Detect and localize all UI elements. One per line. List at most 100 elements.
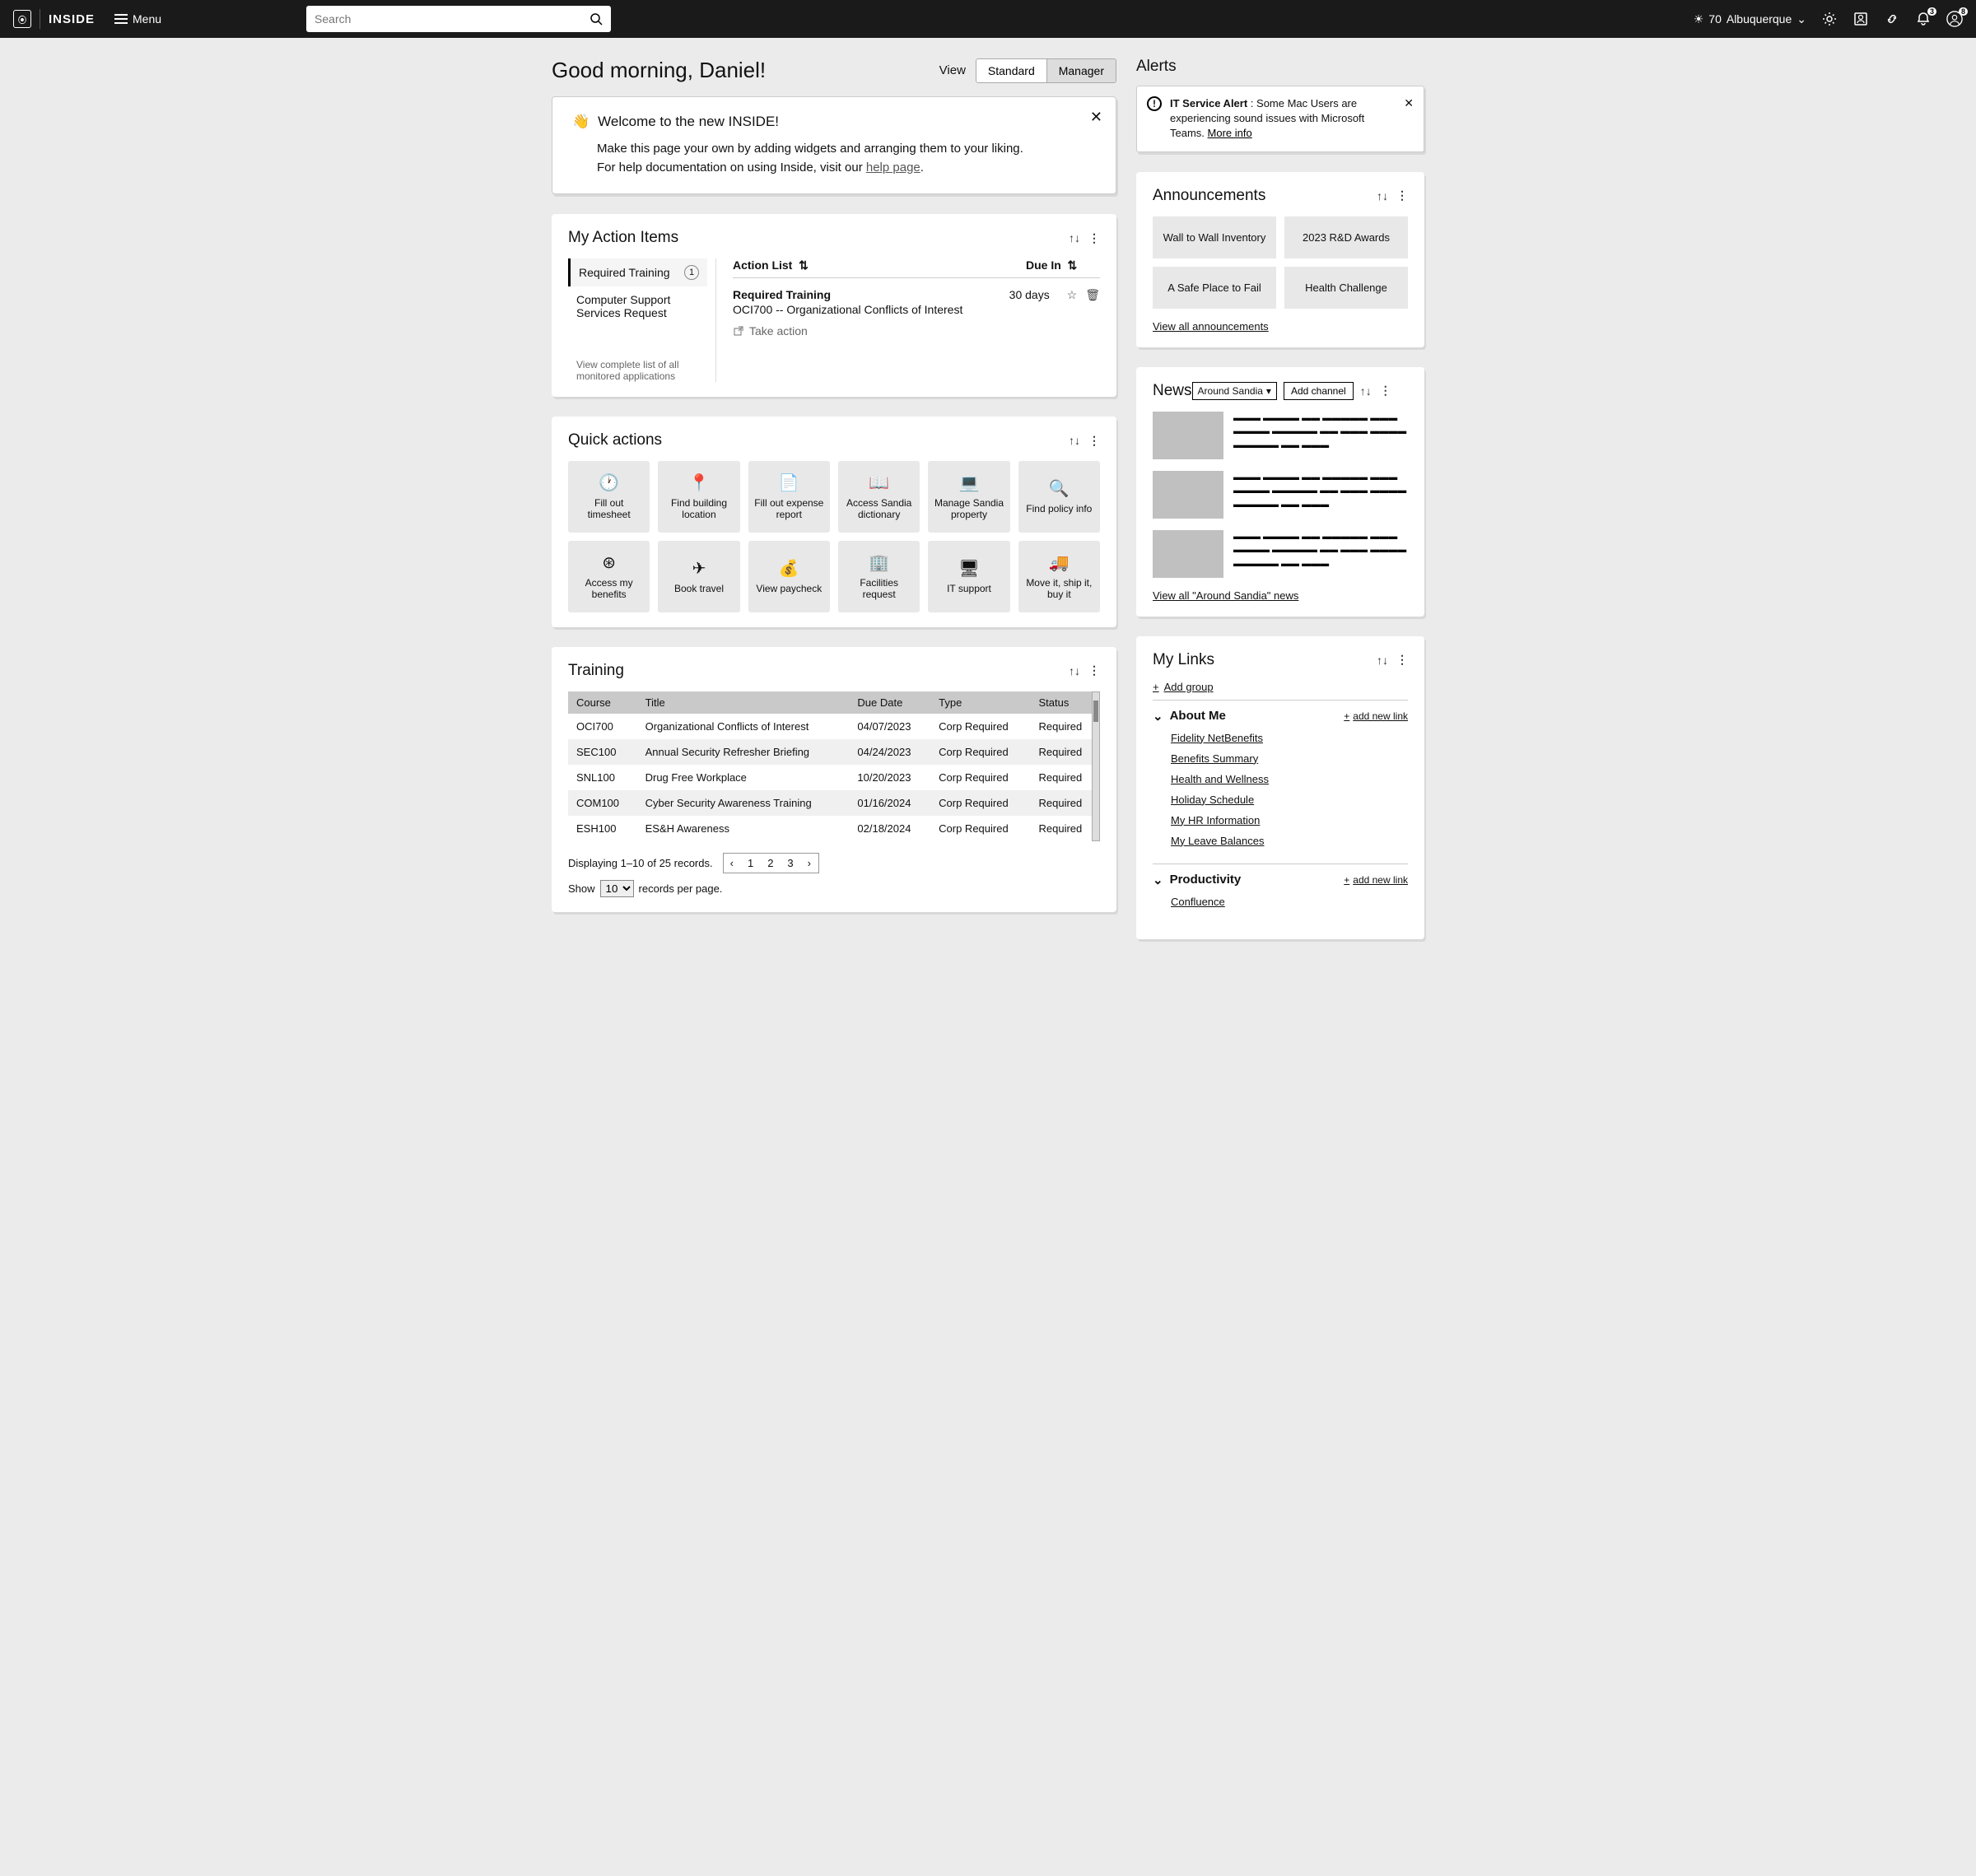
- link-item[interactable]: Holiday Schedule: [1171, 794, 1408, 806]
- view-all-news[interactable]: View all "Around Sandia" news: [1153, 589, 1408, 602]
- announcement-tile[interactable]: A Safe Place to Fail: [1153, 267, 1276, 309]
- link-item[interactable]: My HR Information: [1171, 814, 1408, 826]
- menu-button[interactable]: Menu: [114, 12, 161, 26]
- table-row[interactable]: SNL100Drug Free Workplace10/20/2023Corp …: [568, 765, 1100, 790]
- table-header[interactable]: Type: [930, 691, 1030, 714]
- star-icon[interactable]: ☆: [1067, 288, 1078, 302]
- search-input[interactable]: [315, 12, 590, 26]
- table-row[interactable]: COM100Cyber Security Awareness Training0…: [568, 790, 1100, 816]
- paging-text: Displaying 1–10 of 25 records.: [568, 857, 713, 869]
- sort-icon[interactable]: ↑↓: [1069, 231, 1080, 244]
- link-item[interactable]: Health and Wellness: [1171, 773, 1408, 785]
- table-row[interactable]: OCI700Organizational Conflicts of Intere…: [568, 714, 1100, 739]
- qa-icon: 📄: [779, 472, 799, 492]
- news-item[interactable]: ▬▬▬ ▬▬▬▬ ▬▬ ▬▬▬▬▬ ▬▬▬ ▬▬▬▬ ▬▬▬▬▬ ▬▬ ▬▬▬ …: [1153, 412, 1408, 459]
- link-item[interactable]: Fidelity NetBenefits: [1171, 732, 1408, 744]
- link-item[interactable]: Benefits Summary: [1171, 752, 1408, 765]
- news-item[interactable]: ▬▬▬ ▬▬▬▬ ▬▬ ▬▬▬▬▬ ▬▬▬ ▬▬▬▬ ▬▬▬▬▬ ▬▬ ▬▬▬ …: [1153, 530, 1408, 578]
- quick-action-tile[interactable]: ⊛Access my benefits: [568, 541, 650, 612]
- link-icon[interactable]: [1884, 11, 1900, 27]
- gear-icon[interactable]: [1821, 11, 1838, 27]
- link-item[interactable]: My Leave Balances: [1171, 835, 1408, 847]
- quick-action-tile[interactable]: 🏢Facilities request: [838, 541, 920, 612]
- qa-icon: 📍: [689, 472, 710, 492]
- qa-label: Fill out expense report: [753, 497, 825, 521]
- show-select[interactable]: 10: [600, 880, 634, 897]
- bell-icon[interactable]: 3: [1915, 11, 1932, 27]
- links-group-head[interactable]: ⌄Productivity+add new link: [1153, 873, 1408, 887]
- pager-next[interactable]: ›: [801, 854, 818, 873]
- announcement-tile[interactable]: Wall to Wall Inventory: [1153, 216, 1276, 258]
- news-item[interactable]: ▬▬▬ ▬▬▬▬ ▬▬ ▬▬▬▬▬ ▬▬▬ ▬▬▬▬ ▬▬▬▬▬ ▬▬ ▬▬▬ …: [1153, 471, 1408, 519]
- alerts-title: Alerts: [1136, 58, 1424, 76]
- sort-icon[interactable]: ↑↓: [1360, 384, 1372, 398]
- add-channel-button[interactable]: Add channel: [1284, 382, 1354, 400]
- add-new-link[interactable]: +add new link: [1344, 710, 1408, 722]
- view-switch: View Standard Manager: [939, 58, 1116, 83]
- kebab-icon[interactable]: ⋮: [1396, 189, 1408, 202]
- close-icon[interactable]: ✕: [1404, 96, 1414, 110]
- pager-1[interactable]: 1: [741, 854, 761, 873]
- kebab-icon[interactable]: ⋮: [1396, 653, 1408, 667]
- pager-3[interactable]: 3: [781, 854, 800, 873]
- news-title: News: [1153, 382, 1192, 400]
- links-group-head[interactable]: ⌄About Me+add new link: [1153, 709, 1408, 724]
- view-standard-button[interactable]: Standard: [976, 59, 1047, 82]
- profile-icon[interactable]: 8: [1946, 11, 1963, 27]
- links-list: Fidelity NetBenefits Benefits Summary Heal…: [1153, 732, 1408, 847]
- link-item[interactable]: Confluence: [1171, 896, 1408, 908]
- kebab-icon[interactable]: ⋮: [1088, 663, 1100, 677]
- quick-action-tile[interactable]: 🕐Fill out timesheet: [568, 461, 650, 533]
- quick-action-tile[interactable]: ✈Book travel: [658, 541, 739, 612]
- quick-action-tile[interactable]: 🔍Find policy info: [1018, 461, 1100, 533]
- sort-icon[interactable]: ↑↓: [1069, 434, 1080, 447]
- announcement-tile[interactable]: Health Challenge: [1284, 267, 1408, 309]
- quick-action-tile[interactable]: 💻Manage Sandia property: [928, 461, 1009, 533]
- quick-action-tile[interactable]: 💰View paycheck: [748, 541, 830, 612]
- action-footer-link[interactable]: View complete list of all monitored appl…: [568, 359, 707, 382]
- weather-widget[interactable]: ☀ 70 Albuquerque ⌄: [1694, 12, 1806, 26]
- kebab-icon[interactable]: ⋮: [1088, 231, 1100, 245]
- col-due-in[interactable]: Due In ⇅: [1026, 258, 1100, 272]
- col-action-list[interactable]: Action List ⇅: [733, 258, 1026, 272]
- sort-icon[interactable]: ↑↓: [1377, 654, 1388, 667]
- table-row[interactable]: ESH100ES&H Awareness02/18/2024Corp Requi…: [568, 816, 1100, 841]
- pager-prev[interactable]: ‹: [724, 854, 741, 873]
- quick-action-tile[interactable]: 📖Access Sandia dictionary: [838, 461, 920, 533]
- table-header[interactable]: Course: [568, 691, 637, 714]
- action-tab-computer-support[interactable]: Computer Support Services Request: [568, 286, 707, 326]
- contact-icon[interactable]: [1852, 11, 1869, 27]
- qa-label: Access Sandia dictionary: [843, 497, 915, 521]
- action-tab-required[interactable]: Required Training 1: [568, 258, 707, 286]
- table-header[interactable]: Status: [1031, 691, 1101, 714]
- add-new-link[interactable]: +add new link: [1344, 874, 1408, 886]
- view-all-announcements[interactable]: View all announcements: [1153, 320, 1408, 333]
- trash-icon[interactable]: 🗑: [1085, 288, 1100, 302]
- close-icon[interactable]: ✕: [1090, 109, 1102, 126]
- alert-more-info[interactable]: More info: [1208, 127, 1252, 139]
- help-page-link[interactable]: help page: [866, 161, 920, 175]
- take-action-link[interactable]: Take action: [733, 324, 1009, 337]
- quick-action-tile[interactable]: 🖥IT support: [928, 541, 1009, 612]
- quick-action-tile[interactable]: 📍Find building location: [658, 461, 739, 533]
- add-group-link[interactable]: + Add group: [1153, 681, 1408, 693]
- table-scrollbar[interactable]: [1092, 691, 1100, 841]
- qa-icon: ⊛: [602, 552, 616, 572]
- kebab-icon[interactable]: ⋮: [1088, 434, 1100, 448]
- table-header[interactable]: Title: [637, 691, 850, 714]
- table-header[interactable]: Due Date: [849, 691, 930, 714]
- sort-icon[interactable]: ↑↓: [1069, 664, 1080, 677]
- quick-action-tile[interactable]: 🚚Move it, ship it, buy it: [1018, 541, 1100, 612]
- table-row[interactable]: SEC100Annual Security Refresher Briefing…: [568, 739, 1100, 765]
- kebab-icon[interactable]: ⋮: [1380, 384, 1391, 398]
- view-manager-button[interactable]: Manager: [1047, 59, 1116, 82]
- quick-action-tile[interactable]: 📄 Fill out expense report: [748, 461, 830, 533]
- pager-2[interactable]: 2: [761, 854, 781, 873]
- search-box[interactable]: [306, 6, 611, 32]
- welcome-line2: For help documentation on using Inside, …: [597, 159, 1096, 178]
- qa-label: Find policy info: [1026, 503, 1092, 514]
- announcement-tile[interactable]: 2023 R&D Awards: [1284, 216, 1408, 258]
- news-channel-select[interactable]: Around Sandia ▾: [1192, 382, 1277, 400]
- sort-icon[interactable]: ↑↓: [1377, 189, 1388, 202]
- action-row-sub: OCI700 -- Organizational Conflicts of In…: [733, 303, 1009, 316]
